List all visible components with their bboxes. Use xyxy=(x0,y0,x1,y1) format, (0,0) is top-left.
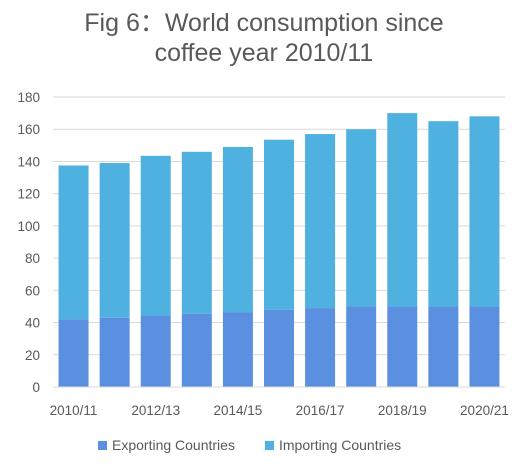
x-tick-label: 2010/11 xyxy=(50,403,98,418)
bar-exporting-2017-18 xyxy=(346,306,377,387)
bar-importing-2020-21 xyxy=(469,116,500,307)
y-tick-label: 80 xyxy=(25,251,40,266)
bar-exporting-2018-19 xyxy=(387,306,418,387)
chart-title-line-1: Fig 6：World consumption since xyxy=(84,9,444,37)
y-tick-label: 180 xyxy=(17,90,40,105)
bar-series xyxy=(58,113,500,387)
y-tick-label: 160 xyxy=(17,122,40,137)
y-tick-label: 20 xyxy=(25,348,40,363)
legend-label-exporting: Exporting Countries xyxy=(112,437,235,453)
bar-importing-2016-17 xyxy=(305,134,336,309)
bar-exporting-2010-11 xyxy=(58,319,89,387)
legend: Exporting Countries Importing Countries xyxy=(98,437,401,453)
chart-title-line-2: coffee year 2010/11 xyxy=(154,39,374,67)
y-tick-label: 60 xyxy=(25,283,40,298)
bar-exporting-2020-21 xyxy=(469,306,500,387)
y-tick-label: 0 xyxy=(32,380,40,395)
y-axis-tick-labels: 0 20 40 60 80 100 120 140 160 180 xyxy=(17,90,40,395)
bar-importing-2012-13 xyxy=(140,155,171,316)
bar-importing-2017-18 xyxy=(346,129,377,307)
y-tick-label: 40 xyxy=(25,316,40,331)
y-tick-label: 140 xyxy=(17,154,40,169)
bar-exporting-2011-12 xyxy=(99,317,130,387)
x-axis-tick-labels: 2010/11 2012/13 2014/15 2016/17 2018/19 2020/… xyxy=(50,403,509,418)
y-tick-label: 100 xyxy=(17,219,40,234)
legend-label-importing: Importing Countries xyxy=(279,437,401,453)
bar-importing-2011-12 xyxy=(99,163,130,318)
bar-importing-2013-14 xyxy=(181,151,212,314)
bar-importing-2018-19 xyxy=(387,113,418,307)
legend-swatch-importing xyxy=(265,441,274,450)
bar-importing-2014-15 xyxy=(222,146,253,313)
bar-exporting-2016-17 xyxy=(305,308,336,387)
x-tick-label: 2016/17 xyxy=(296,403,345,418)
bar-importing-2015-16 xyxy=(264,139,294,310)
bar-exporting-2014-15 xyxy=(222,312,253,387)
bar-exporting-2012-13 xyxy=(140,315,171,387)
legend-swatch-exporting xyxy=(98,441,107,450)
bar-exporting-2019-20 xyxy=(428,306,459,387)
x-tick-label: 2014/15 xyxy=(214,403,263,418)
bar-importing-2010-11 xyxy=(58,165,89,320)
y-tick-label: 120 xyxy=(17,187,40,202)
x-tick-label: 2012/13 xyxy=(131,403,180,418)
x-tick-label: 2018/19 xyxy=(378,403,427,418)
bar-importing-2019-20 xyxy=(428,121,459,307)
bar-exporting-2015-16 xyxy=(264,309,294,387)
x-tick-label: 2020/21 xyxy=(460,403,509,418)
bar-exporting-2013-14 xyxy=(181,313,212,387)
